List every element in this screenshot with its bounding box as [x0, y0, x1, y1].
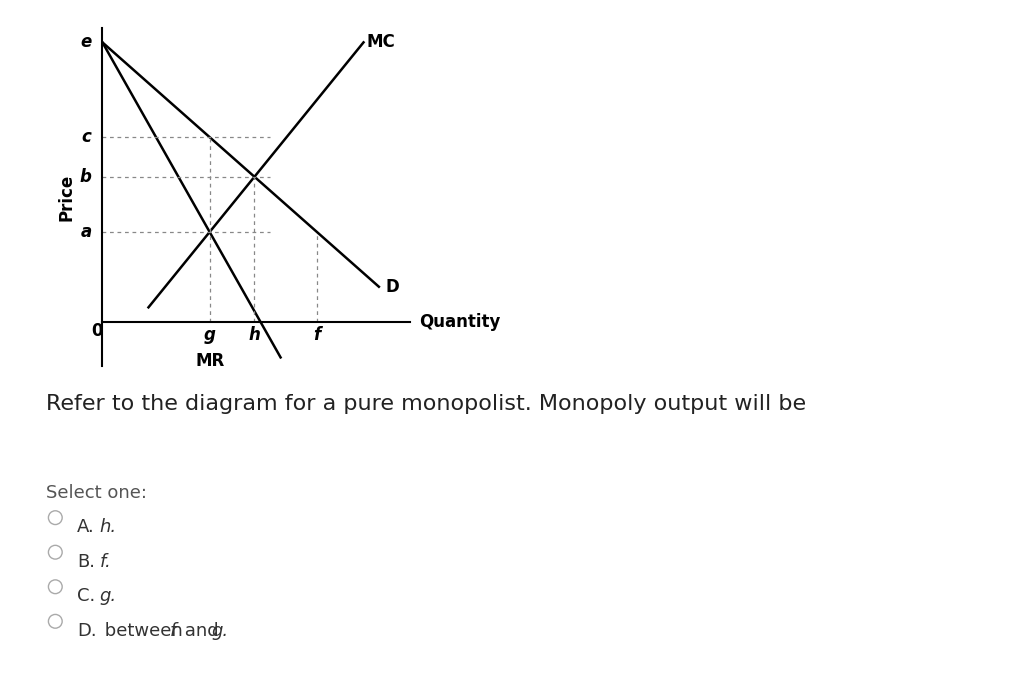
- Text: between: between: [99, 622, 188, 640]
- Text: MR: MR: [195, 352, 224, 370]
- Text: e: e: [81, 33, 92, 51]
- Text: D.: D.: [77, 622, 96, 640]
- Text: c: c: [82, 128, 92, 146]
- Text: g.: g.: [99, 587, 117, 605]
- Text: A.: A.: [77, 518, 94, 536]
- Text: f: f: [313, 326, 321, 345]
- Text: Refer to the diagram for a pure monopolist. Monopoly output will be: Refer to the diagram for a pure monopoli…: [46, 394, 806, 414]
- Text: b: b: [80, 168, 92, 186]
- Text: and: and: [179, 622, 224, 640]
- Text: f: f: [170, 622, 176, 640]
- Text: h.: h.: [99, 518, 117, 536]
- Text: Quantity: Quantity: [419, 313, 500, 331]
- Text: D: D: [385, 278, 398, 296]
- Text: g.: g.: [211, 622, 228, 640]
- Text: h: h: [249, 326, 260, 345]
- Text: f.: f.: [99, 553, 111, 571]
- Text: g: g: [204, 326, 216, 345]
- Text: C.: C.: [77, 587, 95, 605]
- Text: a: a: [81, 223, 92, 241]
- Text: 0: 0: [91, 322, 102, 340]
- Text: B.: B.: [77, 553, 95, 571]
- Text: MC: MC: [367, 33, 395, 51]
- Text: Price: Price: [57, 173, 76, 220]
- Text: Select one:: Select one:: [46, 484, 147, 502]
